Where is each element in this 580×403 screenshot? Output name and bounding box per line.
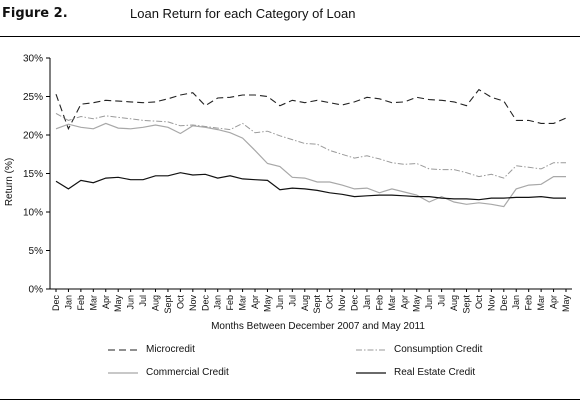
- legend-label: Commercial Credit: [146, 367, 229, 378]
- x-tick-label: Dec: [51, 295, 61, 312]
- y-tick-labels: 0% 5% 10% 15% 20% 25% 30%: [23, 54, 50, 296]
- y-tick-label: 0%: [29, 285, 44, 296]
- x-tick-label: Sept: [312, 295, 322, 314]
- series-line-consumption-credit: [55, 112, 566, 179]
- x-tick-label: Dec: [499, 295, 509, 312]
- figure-label: Figure 2.: [2, 6, 68, 21]
- legend-swatch: [108, 371, 138, 374]
- figure-header: Figure 2. Loan Return for each Category …: [0, 0, 580, 30]
- legend-item-real-estate-credit: Real Estate Credit: [356, 367, 475, 378]
- y-tick-label: 30%: [23, 54, 43, 65]
- x-tick-label: May: [113, 295, 123, 313]
- x-tick-label: Dec: [350, 295, 360, 312]
- y-tick-label: 10%: [23, 208, 43, 219]
- x-tick-label: Jun: [424, 295, 434, 310]
- x-tick-label: Jan: [362, 295, 372, 310]
- top-rule: [0, 36, 580, 37]
- x-axis-label: Months Between December 2007 and May 201…: [211, 321, 425, 332]
- y-tick-label: 5%: [29, 246, 44, 257]
- x-tick-label: Feb: [76, 295, 86, 311]
- y-tick-label: 15%: [23, 169, 43, 180]
- x-tick-label: Jan: [213, 295, 223, 310]
- x-tick-label: Mar: [238, 295, 248, 311]
- legend-swatch: [356, 371, 386, 374]
- y-axis-label: Return (%): [4, 158, 15, 206]
- x-tick-label: Feb: [524, 295, 534, 311]
- x-tick-label: Jan: [511, 295, 521, 310]
- y-tick-label: 25%: [23, 92, 43, 103]
- x-tick-label: Aug: [449, 295, 459, 311]
- line-chart: 0%5%10%15%20%25%30% Dec Jan Feb Mar Apr May Ju…: [4, 54, 572, 332]
- x-tick-label: Feb: [225, 295, 235, 311]
- series-lines: [55, 88, 567, 208]
- x-tick-label: Jul: [437, 295, 447, 307]
- x-tick-label: Oct: [175, 295, 185, 310]
- x-tick-label: Sept: [163, 295, 173, 314]
- x-tick-label: Jun: [126, 295, 136, 310]
- figure-title: Loan Return for each Category of Loan: [130, 6, 356, 21]
- x-tick-label: Apr: [399, 295, 409, 309]
- legend-item-commercial-credit: Commercial Credit: [108, 367, 229, 378]
- x-tick-label: Aug: [151, 295, 161, 311]
- x-tick-label: Jul: [287, 295, 297, 307]
- x-tick-labels: Dec Jan Feb Mar Apr May Jun Jul Aug Sept Oct Nov Dec…: [51, 289, 571, 314]
- x-tick-label: Mar: [88, 295, 98, 311]
- chart-axes: [49, 58, 572, 290]
- legend-label: Real Estate Credit: [394, 367, 476, 378]
- x-tick-label: Apr: [549, 295, 559, 309]
- x-tick-label: Sept: [461, 295, 471, 314]
- x-tick-label: May: [561, 295, 571, 313]
- x-tick-label: Jul: [138, 295, 148, 307]
- y-tick-label: 20%: [23, 131, 43, 142]
- series-line-commercial-credit: [55, 122, 566, 208]
- x-tick-label: Mar: [387, 295, 397, 311]
- x-tick-label: Oct: [325, 295, 335, 310]
- x-tick-label: Nov: [486, 295, 496, 312]
- x-tick-label: May: [412, 295, 422, 313]
- x-tick-label: Jan: [63, 295, 73, 310]
- x-tick-label: Dec: [200, 295, 210, 312]
- x-tick-label: Nov: [188, 295, 198, 312]
- x-tick-label: Feb: [374, 295, 384, 311]
- series-line-microcredit: [55, 88, 567, 131]
- x-tick-label: Aug: [300, 295, 310, 311]
- series-line-real-estate-credit: [55, 172, 566, 201]
- x-tick-label: Apr: [101, 295, 111, 309]
- bottom-rule: [0, 399, 580, 400]
- x-tick-label: Mar: [536, 295, 546, 311]
- x-tick-label: Nov: [337, 295, 347, 312]
- x-tick-label: Jun: [275, 295, 285, 310]
- x-tick-label: Apr: [250, 295, 260, 309]
- x-tick-label: May: [262, 295, 272, 313]
- x-tick-label: Oct: [474, 295, 484, 310]
